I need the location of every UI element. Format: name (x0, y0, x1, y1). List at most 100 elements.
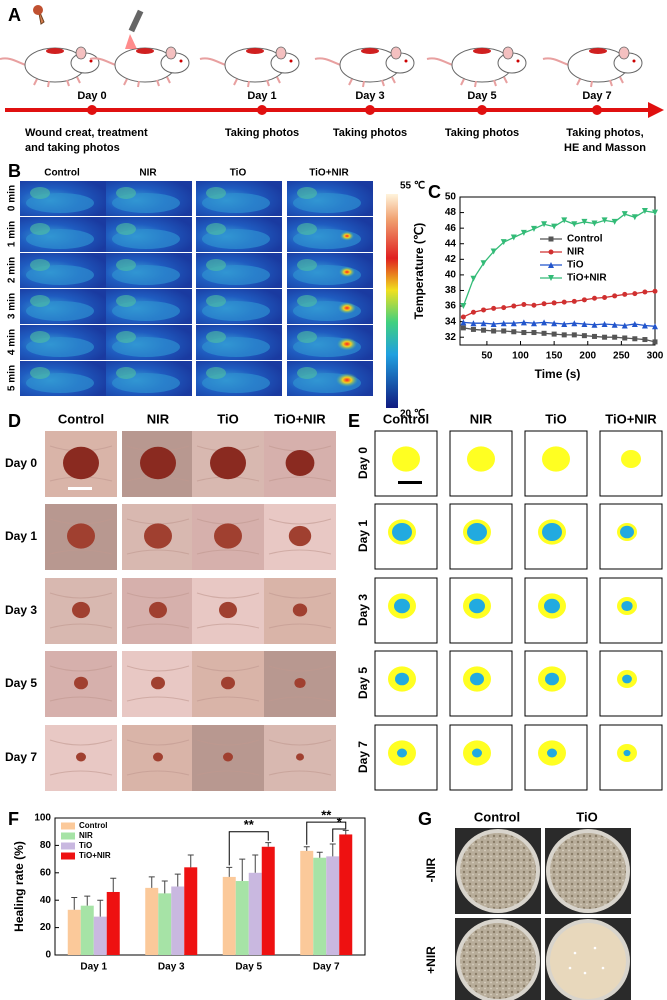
marker (652, 339, 658, 345)
wound (219, 601, 237, 619)
trace-current (622, 674, 632, 684)
marker (581, 320, 588, 327)
legend-swatch (61, 852, 75, 860)
colony (601, 966, 605, 970)
wound (140, 446, 176, 480)
error-bar (110, 877, 117, 892)
thermal-hotspot (338, 302, 356, 314)
trace-current (547, 748, 557, 758)
marker (511, 329, 517, 335)
bar (145, 887, 159, 955)
y-tick-label: 50 (445, 192, 457, 203)
error-bar (239, 858, 246, 882)
timeline-dot (257, 105, 267, 115)
thermal-head (30, 295, 50, 307)
row-label: -NIR (424, 857, 438, 882)
thermal-head (206, 187, 226, 199)
error-bar (316, 851, 323, 858)
colorbar (386, 194, 398, 408)
marker (460, 314, 466, 320)
bar (300, 850, 314, 955)
trace-current (545, 672, 559, 686)
x-tick-label: 100 (512, 351, 529, 362)
legend-label: TiO (79, 841, 92, 850)
column-header: NIR (147, 411, 170, 426)
panel-label: E (348, 411, 360, 431)
marker (521, 330, 527, 336)
trace-current (469, 598, 485, 614)
y-tick-label: 46 (445, 223, 457, 234)
colony (593, 946, 597, 950)
marker (480, 320, 487, 327)
marker (601, 217, 608, 224)
laser-beam (125, 34, 137, 49)
thermal-head (206, 331, 226, 343)
bar (261, 846, 275, 955)
mouse (426, 46, 527, 88)
marker (548, 262, 554, 268)
scale-bar (68, 487, 92, 490)
row-label: 5 min (7, 365, 18, 391)
thermal-head (297, 295, 317, 307)
row-label: 1 min (7, 221, 18, 247)
y-axis-label: Temperature (℃) (412, 223, 426, 320)
bar (326, 856, 340, 955)
row-label: 4 min (7, 329, 18, 355)
series-line (462, 210, 656, 307)
marker (632, 336, 638, 342)
skin-fold (49, 665, 113, 702)
marker (601, 320, 608, 327)
column-header: NIR (470, 411, 493, 426)
marker (561, 299, 567, 305)
marker (480, 260, 487, 267)
thermal-head (297, 331, 317, 343)
column-header: TiO+NIR (274, 411, 326, 426)
thermal-head (297, 367, 317, 379)
bar (248, 872, 262, 955)
error-bar (226, 866, 233, 877)
colorbar-max: 55 ℃ (400, 181, 425, 192)
wound (296, 753, 304, 761)
y-tick-label: 100 (34, 813, 51, 824)
row-label: 2 min (7, 257, 18, 283)
legend-label: NIR (567, 247, 585, 258)
column-header: TiO+NIR (605, 411, 657, 426)
x-tick-label: Day 3 (158, 962, 185, 973)
marker (621, 211, 628, 218)
y-tick-label: 60 (40, 867, 52, 878)
panel-label: C (428, 182, 441, 202)
bar (158, 893, 172, 955)
marker (551, 223, 558, 230)
dish-agar (550, 923, 626, 999)
marker (642, 337, 648, 343)
bar (171, 886, 185, 955)
marker (541, 330, 547, 336)
marker (460, 303, 467, 310)
marker (531, 330, 537, 336)
row-label: Day 0 (5, 456, 37, 470)
timeline-caption: and taking photos (25, 142, 120, 154)
trace-current (397, 748, 407, 758)
skin-fold (268, 592, 332, 629)
error-bar (174, 873, 181, 887)
marker (622, 291, 628, 297)
marker (541, 319, 548, 326)
bar (80, 905, 94, 955)
trace-current (544, 598, 560, 614)
thermal-head (30, 331, 50, 343)
plot-frame (54, 817, 366, 956)
legend-label: Control (79, 821, 107, 830)
marker (548, 236, 554, 242)
skin-fold (49, 739, 113, 776)
thermal-head (30, 223, 50, 235)
x-tick-label: 50 (481, 351, 493, 362)
marker (641, 208, 648, 215)
trace-current (395, 672, 409, 686)
skin-fold (126, 592, 190, 629)
x-tick-label: Day 5 (235, 962, 262, 973)
thermal-head (297, 187, 317, 199)
skin-fold (196, 665, 260, 702)
row-label: 0 min (7, 185, 18, 211)
bar (222, 876, 236, 955)
colorbar-min: 20 ℃ (400, 409, 425, 420)
